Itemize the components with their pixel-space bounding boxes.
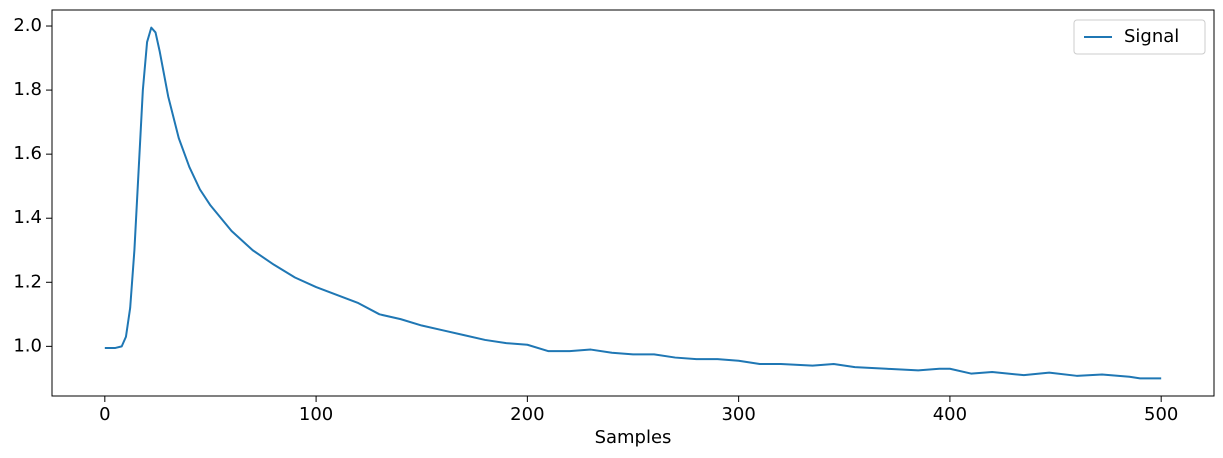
- x-tick-label: 300: [721, 404, 755, 425]
- x-tick-label: 500: [1144, 404, 1178, 425]
- line-series: [104, 26, 1162, 380]
- y-tick-label: 1.8: [13, 79, 42, 100]
- y-tick-label: 1.4: [13, 207, 42, 228]
- x-tick-label: 100: [299, 404, 333, 425]
- y-tick-label: 1.0: [13, 335, 42, 356]
- legend-box: [1073, 19, 1206, 55]
- x-tick-label: 400: [933, 404, 967, 425]
- x-axis-label: Samples: [595, 427, 672, 448]
- y-tick-label: 1.2: [13, 271, 42, 292]
- y-tick-label: 1.6: [13, 143, 42, 164]
- x-tick-label: 200: [510, 404, 544, 425]
- plot-frame: [51, 9, 1215, 397]
- y-tick-label: 2.0: [13, 15, 42, 36]
- legend-label: Signal: [1124, 26, 1179, 47]
- x-tick-label: 0: [99, 404, 110, 425]
